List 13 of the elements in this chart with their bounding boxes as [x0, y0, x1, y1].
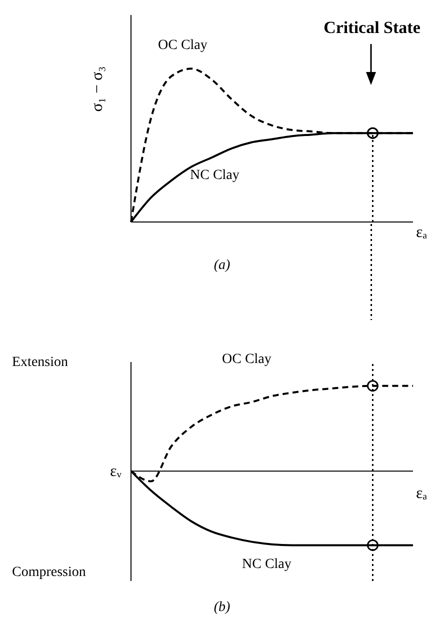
text: Critical State: [324, 18, 420, 37]
series-label: NC Clay: [242, 557, 292, 572]
text: Extension: [12, 355, 68, 370]
text: (b): [214, 600, 230, 615]
x-axis-title: εₐ: [416, 224, 428, 241]
y-axis-title: εᵥ: [110, 463, 122, 480]
series-label: NC Clay: [190, 168, 240, 183]
text: (a): [214, 258, 230, 273]
series-label: OC Clay: [158, 38, 208, 53]
y-axis-title: σ₁ − σ₃: [89, 66, 106, 112]
text: Compression: [12, 565, 86, 580]
text: OC Clay: [222, 352, 272, 367]
x-axis-title: εₐ: [416, 485, 428, 502]
